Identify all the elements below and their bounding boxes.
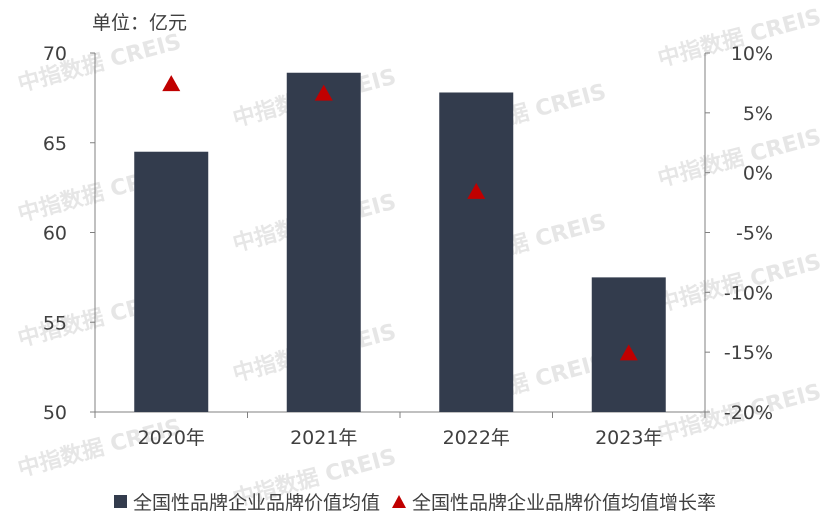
growth-marker: [467, 182, 486, 199]
bar: [439, 92, 514, 413]
x-tick-label: 2022年: [443, 427, 510, 449]
right-tick-label: -20%: [724, 402, 773, 424]
bar: [286, 72, 361, 413]
legend: 全国性品牌企业品牌价值均值 全国性品牌企业品牌价值均值增长率: [0, 488, 830, 515]
legend-swatch-triangle: [392, 495, 406, 508]
left-tick-label: 65: [43, 133, 67, 155]
unit-label: 单位：亿元: [92, 12, 188, 34]
legend-swatch-bar: [113, 495, 127, 508]
legend-label-bar: 全国性品牌企业品牌价值均值: [132, 492, 380, 514]
x-tick-label: 2021年: [290, 427, 357, 449]
right-tick-label: 5%: [743, 103, 773, 125]
right-tick-label: -15%: [724, 342, 773, 364]
left-tick-label: 50: [43, 402, 67, 424]
x-tick-label: 2020年: [138, 427, 205, 449]
growth-marker: [162, 75, 181, 92]
legend-item-growth: 全国性品牌企业品牌价值均值增长率: [392, 488, 716, 515]
right-tick-label: 10%: [731, 43, 773, 65]
right-tick-label: 0%: [743, 163, 773, 185]
legend-label-growth: 全国性品牌企业品牌价值均值增长率: [412, 492, 717, 514]
left-tick-label: 70: [43, 43, 67, 65]
right-tick-label: -10%: [724, 282, 773, 304]
x-tick-label: 2023年: [595, 427, 662, 449]
growth-marker: [619, 344, 638, 361]
bar: [134, 151, 209, 412]
left-tick-label: 60: [43, 223, 67, 245]
right-tick-label: -5%: [736, 223, 773, 245]
growth-marker: [314, 84, 333, 101]
left-tick-label: 55: [43, 312, 67, 334]
legend-item-bar: 全国性品牌企业品牌价值均值: [113, 488, 380, 515]
